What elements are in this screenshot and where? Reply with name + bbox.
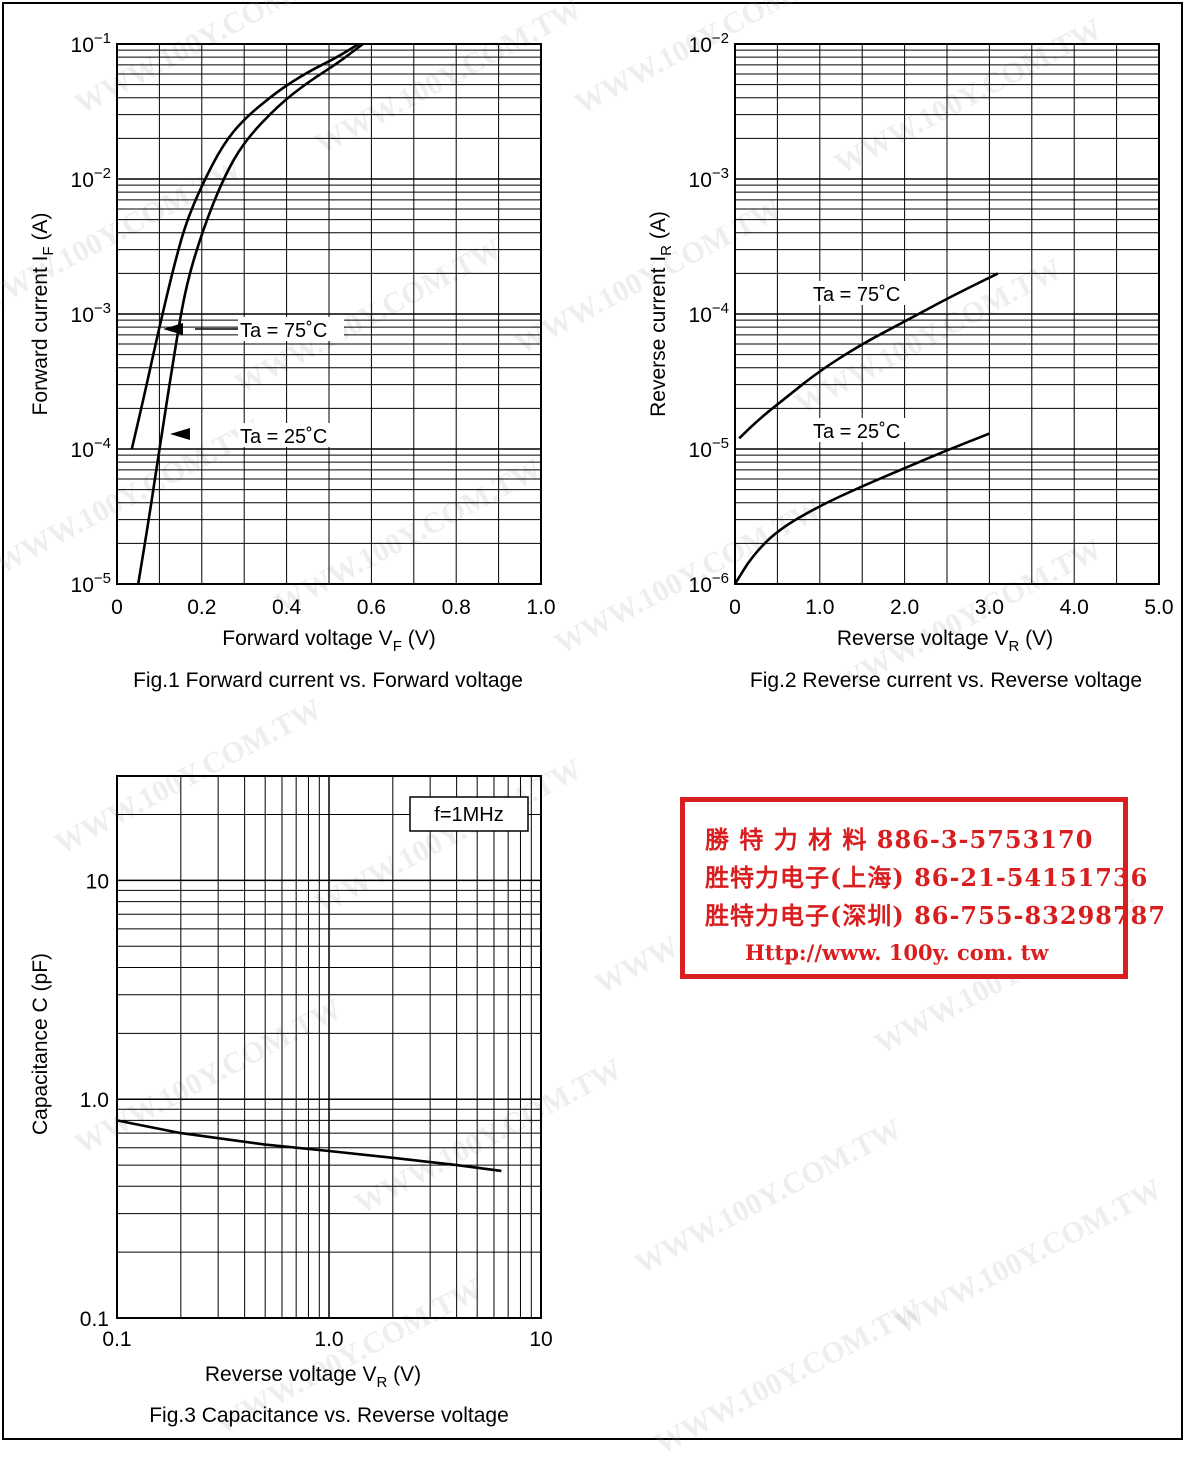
fig2-grid xyxy=(735,44,1159,584)
fig2-x-tick-label: 5.0 xyxy=(1144,596,1173,619)
fig1-y-tick-label: 10−1 xyxy=(71,30,111,57)
company-stamp: 勝 特 力 材 料 886-3-5753170 胜特力电子(上海) 86-21-… xyxy=(680,797,1165,979)
fig1-y-axis-label: Forward current IF (A) xyxy=(29,213,57,416)
fig1-annotation-label: Ta = 25˚C xyxy=(240,426,327,448)
fig2-y-tick-label: 10−2 xyxy=(689,30,729,57)
fig2-y-tick-label: 10−3 xyxy=(689,165,729,192)
fig1-y-tick-label: 10−2 xyxy=(71,165,111,192)
fig2-x-tick-label: 0 xyxy=(729,596,741,619)
stamp-line-2: 胜特力电子(上海) 86-21-54151736 xyxy=(705,863,1149,892)
stamp-line-3: 胜特力电子(深圳) 86-755-83298787 xyxy=(705,901,1167,930)
fig2-y-axis-label: Reverse current IR (A) xyxy=(647,211,675,417)
fig1-annotation-label: Ta = 75˚C xyxy=(240,320,327,342)
fig1-grid xyxy=(117,44,541,584)
fig2-annotation-label: Ta = 75˚C xyxy=(813,284,900,306)
fig1-series-line-ta25 xyxy=(136,42,364,585)
fig1-arrow-ta25 xyxy=(170,428,190,440)
fig3-series-line xyxy=(116,1119,502,1173)
page-frame xyxy=(2,2,1183,1440)
fig1-y-tick-label: 10−4 xyxy=(71,435,111,462)
fig1-x-tick-label: 0.4 xyxy=(272,596,302,619)
fig1-caption: Fig.1 Forward current vs. Forward voltag… xyxy=(133,669,523,692)
fig2-x-tick-label: 4.0 xyxy=(1060,596,1089,619)
fig3-y-tick-label: 1.0 xyxy=(80,1089,109,1112)
fig3-condition-label: f=1MHz xyxy=(434,804,503,826)
fig1-series-line-ta75 xyxy=(130,42,360,450)
fig3-x-tick-label: 10 xyxy=(529,1328,552,1351)
fig2-annotation-bg xyxy=(810,418,910,442)
fig3-condition-box xyxy=(409,796,529,832)
fig1-y-tick-label: 10−3 xyxy=(71,300,111,327)
fig1-x-axis-label: Forward voltage VF (V) xyxy=(222,627,435,655)
fig2-y-tick-label: 10−6 xyxy=(689,570,729,597)
fig2-series-line-ta25 xyxy=(733,432,990,585)
fig1-chart: 0 0.2 0.4 0.6 0.8 1.0 10−5 10−4 10−3 10−2 10−1 Ta =… xyxy=(29,30,556,692)
fig3-caption: Fig.3 Capacitance vs. Reverse voltage xyxy=(149,1404,509,1427)
fig2-chart: 0 1.0 2.0 3.0 4.0 5.0 10−6 10−5 10−4 10−3 10−2 Ta =… xyxy=(647,30,1174,692)
fig2-annotation-label: Ta = 25˚C xyxy=(813,421,900,443)
fig2-series-line-ta75 xyxy=(738,272,999,440)
fig2-y-tick-label: 10−5 xyxy=(689,435,729,462)
fig3-y-tick-label: 10 xyxy=(86,870,109,893)
fig3-chart: 0.1 1.0 10 0.1 1.0 10 f=1MHz Reverse voltage VR… xyxy=(29,775,553,1427)
fig1-x-tick-label: 1.0 xyxy=(526,596,555,619)
fig1-x-tick-label: 0.2 xyxy=(187,596,216,619)
fig3-x-tick-label: 0.1 xyxy=(102,1328,131,1351)
fig2-x-tick-label: 3.0 xyxy=(975,596,1004,619)
fig1-annotation-bg xyxy=(238,423,344,447)
fig1-x-tick-label: 0.6 xyxy=(357,596,386,619)
fig2-x-tick-label: 1.0 xyxy=(805,596,834,619)
fig2-annotation-bg xyxy=(810,281,910,305)
fig1-arrow-ta75 xyxy=(163,323,183,335)
fig1-annotation-bg xyxy=(238,317,344,341)
fig1-x-tick-label: 0.8 xyxy=(442,596,471,619)
fig2-y-tick-label: 10−4 xyxy=(689,300,729,327)
stamp-line-1: 勝 特 力 材 料 886-3-5753170 xyxy=(705,825,1094,854)
fig1-x-tick-label: 0 xyxy=(111,596,123,619)
fig1-plot-border xyxy=(116,43,542,585)
fig2-caption: Fig.2 Reverse current vs. Reverse voltag… xyxy=(750,669,1142,692)
fig2-x-axis-label: Reverse voltage VR (V) xyxy=(837,627,1053,655)
fig3-x-tick-label: 1.0 xyxy=(314,1328,343,1351)
stamp-url: Http://www. 100y. com. tw xyxy=(745,940,1049,965)
fig3-grid xyxy=(117,776,541,1318)
fig3-y-tick-label: 0.1 xyxy=(80,1308,109,1331)
fig2-x-tick-label: 2.0 xyxy=(890,596,919,619)
fig2-plot-border xyxy=(734,43,1160,585)
fig3-y-axis-label: Capacitance C (pF) xyxy=(29,953,52,1135)
fig3-x-axis-label: Reverse voltage VR (V) xyxy=(205,1363,421,1391)
fig1-y-tick-label: 10−5 xyxy=(71,570,111,597)
fig3-plot-border xyxy=(116,775,542,1319)
